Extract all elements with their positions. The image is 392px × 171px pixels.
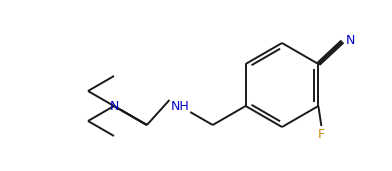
Text: N: N xyxy=(109,100,119,113)
Text: F: F xyxy=(318,128,325,141)
Text: N: N xyxy=(345,34,355,47)
Text: NH: NH xyxy=(171,100,189,113)
